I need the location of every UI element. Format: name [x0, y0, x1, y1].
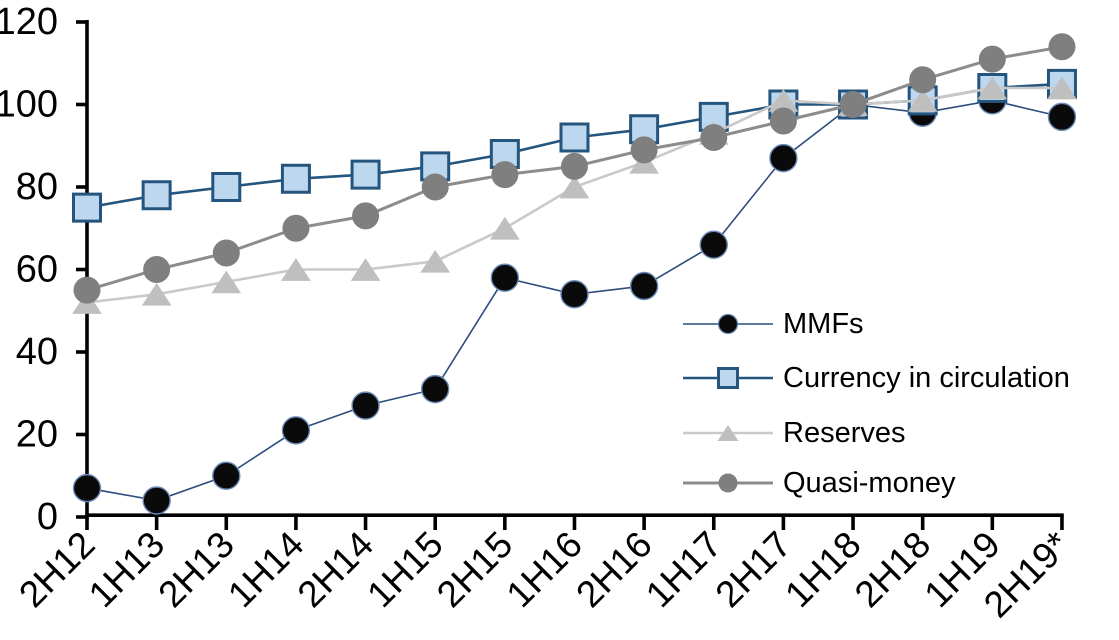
- data-point-marker: [212, 461, 241, 490]
- legend-label: Reserves: [783, 417, 906, 449]
- data-point-marker: [491, 161, 519, 189]
- data-point-marker: [143, 256, 171, 283]
- data-point-marker: [1047, 76, 1077, 100]
- data-point-marker: [977, 76, 1008, 100]
- data-point-marker: [489, 139, 520, 169]
- data-point-marker: [421, 374, 450, 404]
- data-point-marker: [211, 270, 242, 294]
- x-tick-label: 1H16: [499, 524, 591, 616]
- data-point-marker: [73, 276, 101, 304]
- data-point-marker: [717, 425, 739, 441]
- x-tick-label: 1H14: [220, 524, 312, 616]
- y-tick-label: 120: [0, 1, 58, 43]
- data-point-marker: [630, 136, 658, 164]
- series-quasi-money: [73, 33, 1076, 304]
- data-point-marker: [282, 214, 310, 242]
- data-point-marker: [352, 202, 380, 230]
- data-point-marker: [141, 180, 172, 211]
- data-point-marker: [141, 282, 172, 306]
- legend-item-reserves: Reserves: [683, 417, 906, 449]
- data-point-marker: [489, 216, 520, 240]
- y-axis: 0 20 40 60 80 100 120: [0, 1, 89, 538]
- data-point-marker: [281, 258, 311, 281]
- y-tick-label: 0: [37, 496, 58, 538]
- x-tick-label: 1H17: [638, 524, 730, 616]
- data-point-marker: [559, 122, 590, 153]
- x-tick-label: 2H13: [150, 524, 242, 616]
- y-tick-label: 80: [16, 166, 58, 208]
- x-tick-label: 1H18: [777, 524, 869, 616]
- legend: MMFs Currency in circulation Reserves Quasi…: [683, 308, 1070, 499]
- data-point-marker: [629, 271, 659, 301]
- data-point-marker: [700, 124, 728, 151]
- x-axis: 2H121H132H131H142H141H152H151H162H161H17…: [11, 513, 1078, 625]
- data-point-marker: [699, 230, 728, 259]
- data-point-marker: [212, 239, 240, 267]
- data-point-marker: [560, 152, 588, 180]
- data-point-marker: [420, 249, 451, 273]
- series-reserves: [72, 76, 1077, 314]
- y-tick-label: 40: [16, 331, 58, 373]
- x-tick-label: 2H17: [708, 524, 800, 616]
- data-point-marker: [72, 473, 102, 503]
- data-point-marker: [718, 473, 738, 493]
- x-tick-label: 2H16: [568, 524, 660, 616]
- data-point-marker: [142, 486, 171, 515]
- data-point-marker: [907, 89, 938, 112]
- x-tick-label: 2H14: [290, 524, 382, 616]
- legend-label: Currency in circulation: [783, 362, 1070, 394]
- data-point-marker: [1048, 33, 1076, 61]
- x-tick-label: 2H18: [847, 524, 939, 616]
- data-point-marker: [1047, 102, 1077, 132]
- data-point-marker: [559, 175, 590, 199]
- data-point-marker: [978, 45, 1006, 73]
- y-tick-label: 100: [0, 84, 58, 126]
- legend-item-currency-in-circulation: Currency in circulation: [683, 362, 1070, 394]
- x-tick-label: 1H13: [81, 524, 173, 616]
- data-point-marker: [211, 172, 242, 202]
- x-tick-label: 2H15: [429, 524, 521, 616]
- legend-item-mmfs: MMFs: [683, 308, 864, 340]
- x-tick-label: 1H15: [359, 524, 451, 616]
- y-tick-label: 20: [16, 414, 58, 456]
- data-point-marker: [490, 263, 520, 292]
- data-point-marker: [909, 66, 937, 94]
- data-point-marker: [769, 143, 798, 173]
- data-point-marker: [717, 367, 739, 389]
- data-point-marker: [281, 416, 311, 445]
- data-point-marker: [839, 91, 867, 118]
- data-point-marker: [421, 173, 449, 201]
- data-point-marker: [560, 280, 589, 309]
- legend-item-quasi-money: Quasi-money: [683, 467, 956, 499]
- data-point-marker: [351, 391, 380, 420]
- data-point-marker: [280, 163, 311, 194]
- y-tick-label: 60: [16, 249, 58, 291]
- data-point-marker: [350, 159, 381, 190]
- legend-label: MMFs: [783, 308, 864, 340]
- data-point-marker: [72, 192, 102, 223]
- legend-label: Quasi-money: [783, 467, 956, 499]
- data-point-marker: [717, 313, 739, 335]
- data-point-marker: [768, 89, 799, 112]
- data-point-marker: [769, 107, 797, 135]
- data-point-marker: [350, 258, 381, 281]
